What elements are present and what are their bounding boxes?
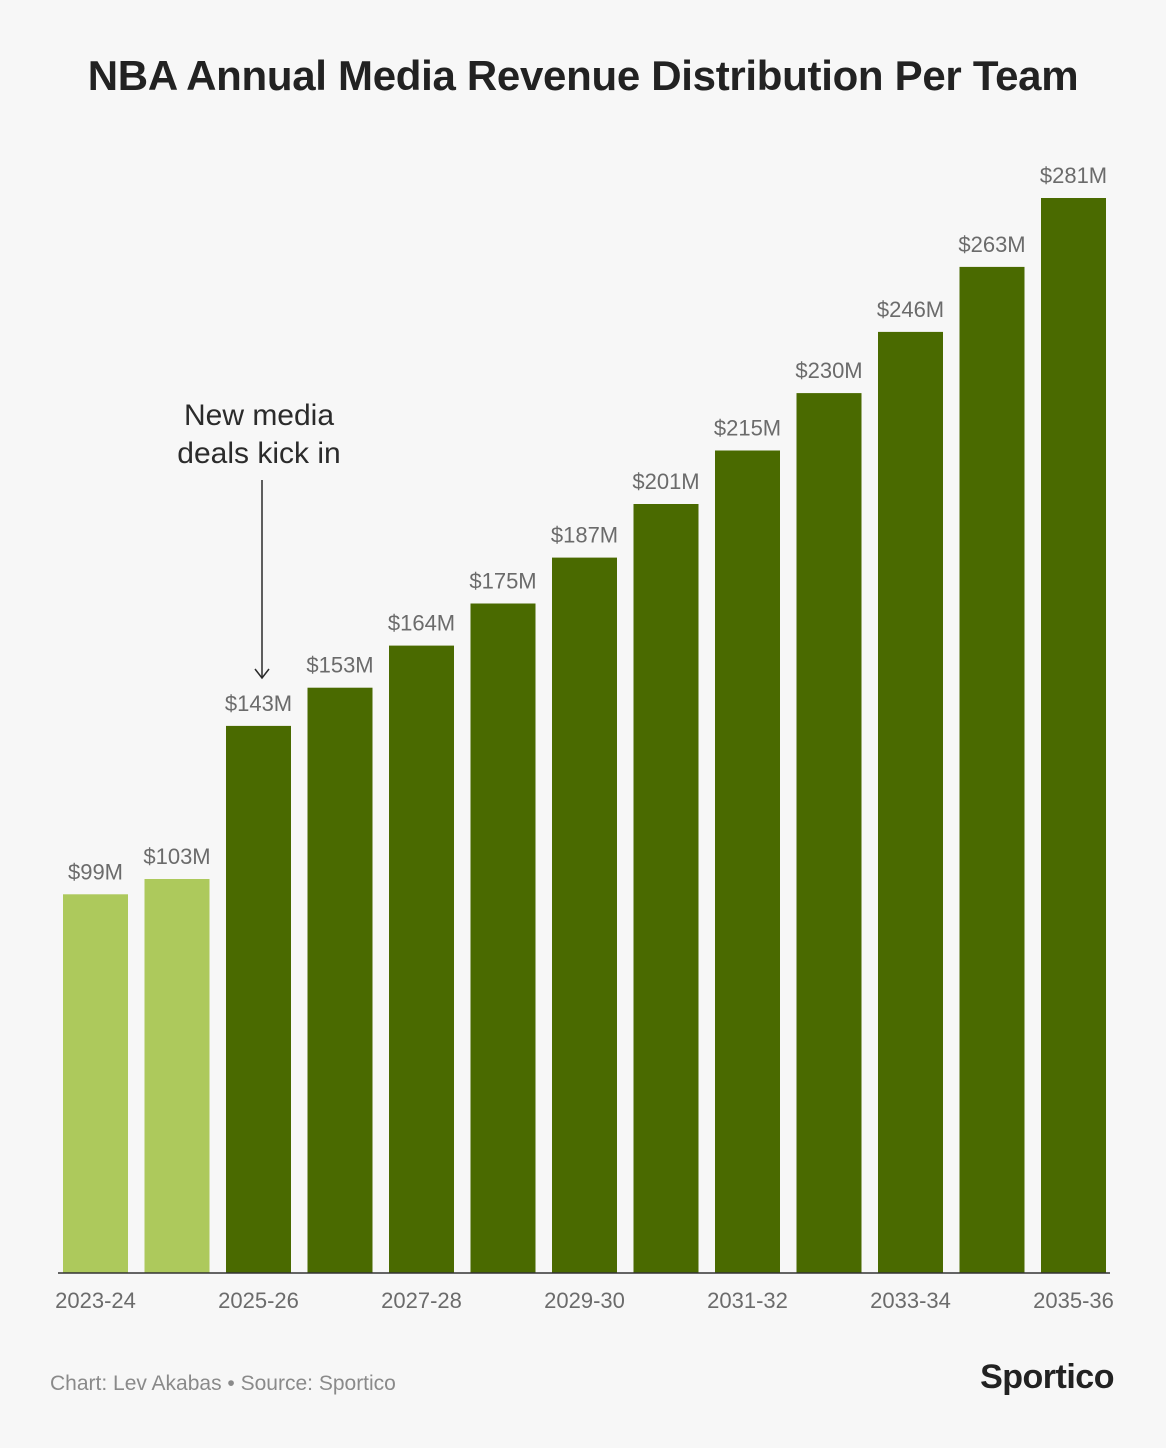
value-label-2034-35: $263M xyxy=(958,232,1025,257)
bar-2025-26 xyxy=(226,725,291,1273)
sportico-logo: Sportico xyxy=(980,1358,1114,1396)
x-tick-label-2023-24: 2023-24 xyxy=(55,1288,136,1313)
value-label-2023-24: $99M xyxy=(68,859,123,884)
value-label-2031-32: $215M xyxy=(714,416,781,441)
value-label-2025-26: $143M xyxy=(225,691,292,716)
bar-2033-34 xyxy=(878,331,943,1273)
bar-2032-33 xyxy=(796,393,862,1274)
chart-credit: Chart: Lev Akabas • Source: Sportico xyxy=(50,1372,396,1395)
x-tick-label-2033-34: 2033-34 xyxy=(870,1288,951,1313)
bar-2031-32 xyxy=(715,450,780,1273)
annotation-text-line-2: deals kick in xyxy=(177,437,340,470)
value-label-2035-36: $281M xyxy=(1040,163,1107,188)
bar-2026-27 xyxy=(307,687,373,1273)
value-label-2027-28: $164M xyxy=(388,611,455,636)
value-label-2029-30: $187M xyxy=(551,523,618,548)
bar-2029-30 xyxy=(552,557,617,1273)
value-labels-group: $99M $103M $143M $153M $164M $175M $187M $201M $… xyxy=(68,163,1107,884)
bar-2030-31 xyxy=(633,504,699,1273)
bar-2028-29 xyxy=(470,603,536,1273)
bar-2023-24 xyxy=(63,894,128,1273)
value-label-2024-25: $103M xyxy=(143,844,210,869)
annotation-arrow-head xyxy=(254,668,270,680)
bar-2035-36 xyxy=(1041,198,1106,1273)
value-label-2030-31: $201M xyxy=(632,469,699,494)
x-tick-label-2035-36: 2035-36 xyxy=(1033,1288,1114,1313)
bar-2034-35 xyxy=(959,266,1025,1273)
x-tick-label-2029-30: 2029-30 xyxy=(544,1288,625,1313)
annotation: New media deals kick in xyxy=(177,399,341,680)
x-tick-label-2027-28: 2027-28 xyxy=(381,1288,462,1313)
chart-title: NBA Annual Media Revenue Distribution Pe… xyxy=(87,52,1079,99)
bar-2024-25 xyxy=(144,879,210,1273)
value-label-2028-29: $175M xyxy=(469,569,536,594)
x-tick-labels-group: 2023-24 2025-26 2027-28 2029-30 2031-32 2033-… xyxy=(55,1288,1114,1313)
x-tick-label-2025-26: 2025-26 xyxy=(218,1288,299,1313)
x-tick-label-2031-32: 2031-32 xyxy=(707,1288,788,1313)
value-label-2033-34: $246M xyxy=(877,297,944,322)
bars-group xyxy=(63,198,1106,1274)
annotation-text-line-1: New media xyxy=(184,399,334,432)
value-label-2032-33: $230M xyxy=(795,358,862,383)
bar-2027-28 xyxy=(389,645,454,1273)
value-label-2026-27: $153M xyxy=(306,653,373,678)
